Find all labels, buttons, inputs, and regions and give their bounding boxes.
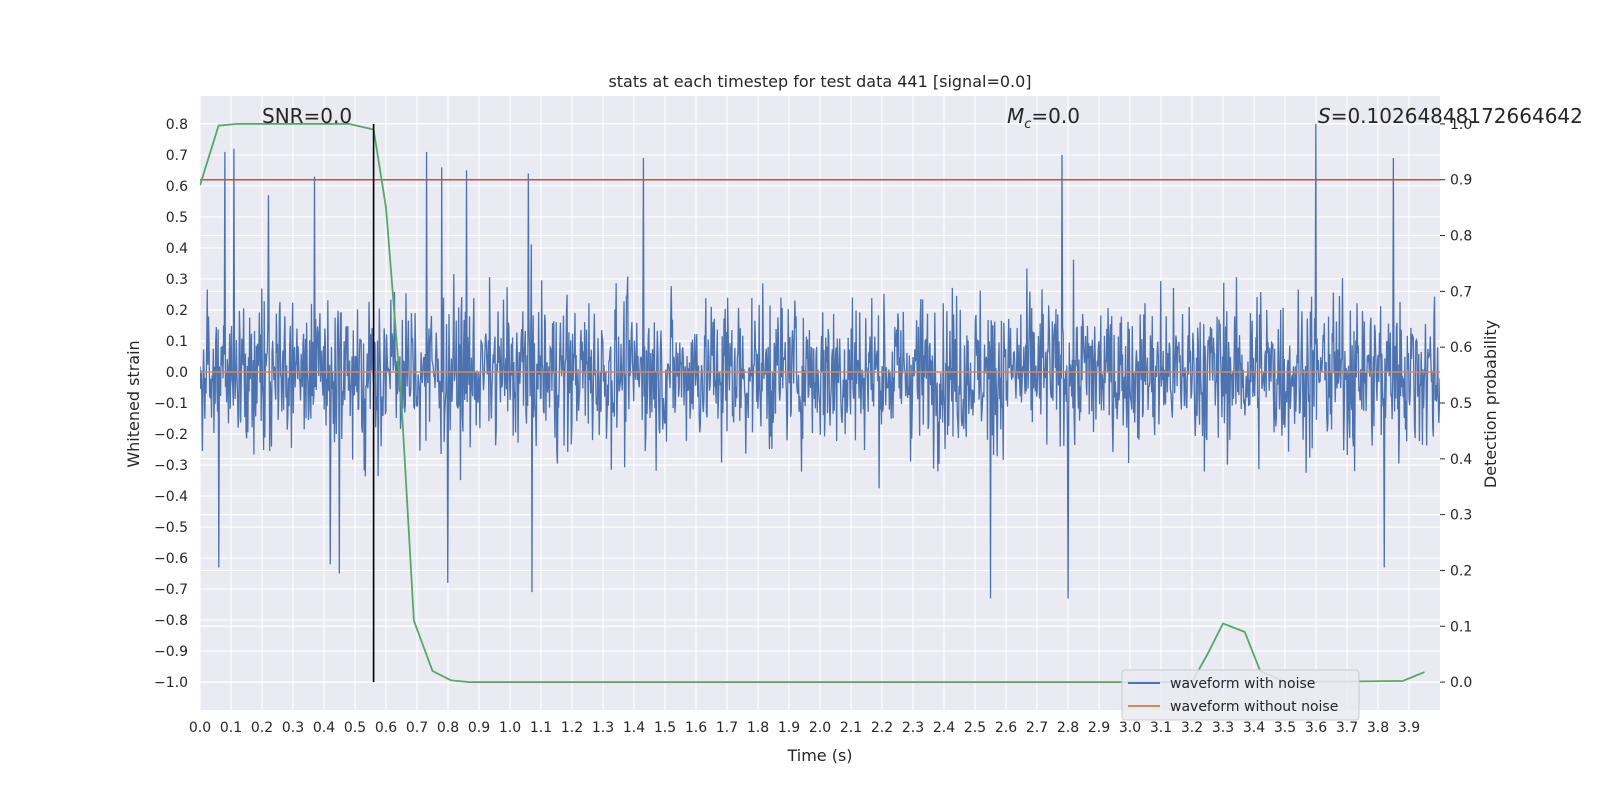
- y-right-tick-label: 1.0: [1450, 117, 1472, 133]
- x-tick-label: 2.9: [1088, 720, 1110, 736]
- x-tick-label: 1.8: [747, 720, 769, 736]
- y-right-tick-label: 0.9: [1450, 173, 1472, 189]
- series-detection-probability: [200, 123, 1425, 683]
- x-tick-label: 2.2: [871, 720, 893, 736]
- x-tick-label: 2.5: [964, 720, 986, 736]
- x-tick-label: 0.3: [282, 720, 304, 736]
- x-axis-label: Time (s): [786, 746, 852, 765]
- y-tick-label: −0.7: [154, 582, 188, 598]
- x-tick-label: 3.1: [1150, 720, 1172, 736]
- y-tick-label: 0.0: [166, 365, 188, 381]
- score-annotation: S=0.10264848172664642: [1318, 104, 1583, 128]
- x-tick-label: 1.6: [685, 720, 707, 736]
- y-right-tick-label: 0.4: [1450, 452, 1472, 468]
- y-right-tick-label: 0.2: [1450, 563, 1472, 579]
- x-tick-label: 3.2: [1181, 720, 1203, 736]
- y-tick-label: 0.5: [166, 210, 188, 226]
- x-tick-label: 2.3: [902, 720, 924, 736]
- y-tick-label: −0.5: [154, 520, 188, 536]
- x-tick-label: 0.1: [220, 720, 242, 736]
- x-tick-label: 0.4: [313, 720, 335, 736]
- y-tick-label: −0.6: [154, 551, 188, 567]
- x-tick-label: 0.9: [468, 720, 490, 736]
- score-symbol: S: [1318, 104, 1331, 128]
- y-tick-label: −1.0: [154, 675, 188, 691]
- chirp-mass-annotation: Mc=0.0: [1007, 104, 1080, 132]
- y-axis-label: Whitened strain: [124, 340, 143, 467]
- x-tick-label: 0.5: [344, 720, 366, 736]
- x-tick-label: 3.7: [1336, 720, 1358, 736]
- x-tick-label: 2.4: [933, 720, 955, 736]
- y-right-tick-label: 0.3: [1450, 508, 1472, 524]
- x-tick-label: 3.9: [1398, 720, 1420, 736]
- y-tick-label: −0.9: [154, 644, 188, 660]
- legend: waveform with noise waveform without noi…: [1121, 669, 1360, 721]
- y-right-tick-label: 0.6: [1450, 340, 1472, 356]
- x-tick-label: 0.2: [251, 720, 273, 736]
- y-tick-label: 0.6: [166, 179, 188, 195]
- legend-box: [1121, 669, 1360, 721]
- chirp-mass-value: =0.0: [1031, 104, 1080, 128]
- x-tick-label: 1.0: [499, 720, 521, 736]
- x-tick-label: 1.9: [778, 720, 800, 736]
- y-tick-label: −0.8: [154, 613, 188, 629]
- x-tick-label: 3.3: [1212, 720, 1234, 736]
- x-tick-label: 3.8: [1367, 720, 1389, 736]
- score-value: =0.10264848172664642: [1331, 104, 1583, 128]
- x-tick-label: 2.8: [1057, 720, 1079, 736]
- chirp-mass-symbol: M: [1007, 104, 1024, 128]
- x-tick-label: 3.5: [1274, 720, 1296, 736]
- y-right-tick-label: 0.0: [1450, 675, 1472, 691]
- y-right-tick-label: 0.1: [1450, 619, 1472, 635]
- y-right-tick-label: 0.7: [1450, 284, 1472, 300]
- series-waveform-with-noise: [200, 123, 1440, 599]
- x-tick-label: 1.2: [561, 720, 583, 736]
- axes: 0.0 0.1 0.2 0.3 0.4 0.5 0.6 0.7 0.8 0.9 1.0 1.1 1.2 1…: [154, 117, 1472, 736]
- y-tick-label: 0.2: [166, 303, 188, 319]
- chirp-mass-subscript: c: [1024, 117, 1031, 132]
- plot-area: [200, 123, 1440, 683]
- legend-label-noise: waveform with noise: [1170, 676, 1315, 692]
- x-tick-label: 2.1: [840, 720, 862, 736]
- x-tick-label: 1.1: [530, 720, 552, 736]
- y-right-tick-label: 0.5: [1450, 396, 1472, 412]
- y-tick-label: 0.8: [166, 117, 188, 133]
- x-tick-label: 3.6: [1305, 720, 1327, 736]
- snr-annotation: SNR=0.0: [262, 104, 352, 128]
- y-tick-label: −0.4: [154, 489, 188, 505]
- x-tick-label: 0.0: [189, 720, 211, 736]
- legend-label-clean: waveform without noise: [1170, 699, 1338, 715]
- chart-title: stats at each timestep for test data 441…: [608, 72, 1031, 91]
- y-tick-label: −0.3: [154, 458, 188, 474]
- x-tick-label: 2.6: [995, 720, 1017, 736]
- y-right-tick-label: 0.8: [1450, 229, 1472, 245]
- x-tick-label: 0.6: [375, 720, 397, 736]
- x-tick-label: 0.8: [437, 720, 459, 736]
- y-tick-label: 0.3: [166, 272, 188, 288]
- x-tick-label: 1.3: [592, 720, 614, 736]
- y-tick-label: 0.1: [166, 334, 188, 350]
- x-tick-label: 2.0: [809, 720, 831, 736]
- x-tick-label: 0.7: [406, 720, 428, 736]
- y-tick-label: 0.7: [166, 148, 188, 164]
- y-tick-label: −0.2: [154, 427, 188, 443]
- y-tick-label: 0.4: [166, 241, 188, 257]
- x-tick-label: 2.7: [1026, 720, 1048, 736]
- y-axis-label-right: Detection probability: [1481, 320, 1500, 488]
- x-tick-label: 1.5: [654, 720, 676, 736]
- x-tick-label: 3.0: [1119, 720, 1141, 736]
- x-tick-label: 1.7: [716, 720, 738, 736]
- y-tick-label: −0.1: [154, 396, 188, 412]
- x-tick-label: 3.4: [1243, 720, 1265, 736]
- x-tick-label: 1.4: [623, 720, 645, 736]
